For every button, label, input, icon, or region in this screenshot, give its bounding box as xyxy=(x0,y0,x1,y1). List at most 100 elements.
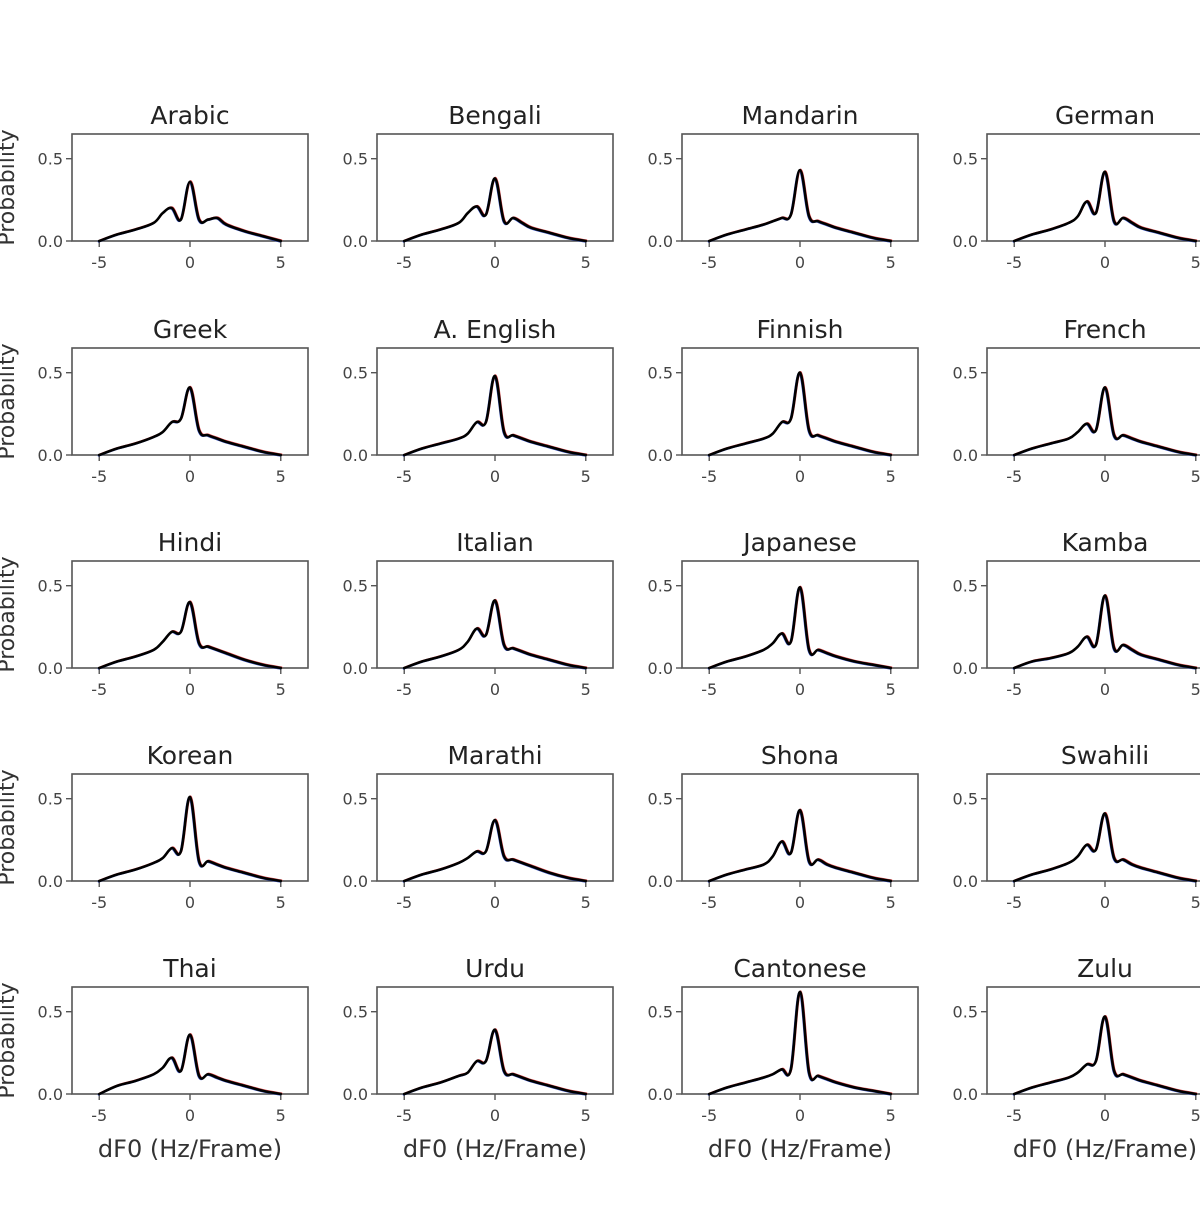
x-tick-label: -5 xyxy=(91,467,107,486)
series-line-german-2 xyxy=(1013,170,1198,242)
panel-frame-kamba xyxy=(986,560,1200,669)
x-tick-label: 0 xyxy=(1100,680,1110,699)
y-tick-label: 0.0 xyxy=(38,232,63,251)
series-line-japanese-1 xyxy=(708,586,892,669)
series-line-swahili-2 xyxy=(1013,811,1198,882)
series-line-a-english-2 xyxy=(403,374,588,456)
x-tick-label: 5 xyxy=(1191,893,1200,912)
series-line-hindi-3 xyxy=(97,600,283,670)
panel-title-korean: Korean xyxy=(147,741,234,770)
x-tick-label: 5 xyxy=(581,680,591,699)
x-tick-label: 5 xyxy=(1191,253,1200,272)
x-tick-label: 0 xyxy=(795,680,805,699)
x-tick-label: 5 xyxy=(581,1106,591,1125)
series-line-finnish-0 xyxy=(707,372,892,457)
x-axis-label: dF0 (Hz/Frame) xyxy=(708,1135,892,1163)
panel-frame-cantonese xyxy=(681,986,919,1095)
series-line-a-english-0 xyxy=(402,375,587,457)
x-tick-label: 0 xyxy=(185,893,195,912)
series-line-mandarin-2 xyxy=(708,168,893,242)
x-axis-label: dF0 (Hz/Frame) xyxy=(98,1135,282,1163)
y-tick-label: 0.5 xyxy=(343,577,368,596)
series-line-zulu-1 xyxy=(1013,1015,1197,1095)
panel-frame-french xyxy=(986,347,1200,456)
panel-title-mandarin: Mandarin xyxy=(742,101,859,130)
x-tick-label: 0 xyxy=(185,253,195,272)
series-line-bengali-3 xyxy=(402,177,588,243)
y-tick-label: 0.0 xyxy=(38,872,63,891)
panel-title-kamba: Kamba xyxy=(1062,528,1149,557)
panel-title-bengali: Bengali xyxy=(448,101,541,130)
x-tick-label: 5 xyxy=(581,893,591,912)
x-tick-label: -5 xyxy=(701,1106,717,1125)
series-line-korean-2 xyxy=(98,795,283,882)
series-line-zulu-0 xyxy=(1012,1016,1197,1096)
series-line-italian-3 xyxy=(402,599,588,670)
series-line-marathi-3 xyxy=(402,818,588,883)
series-line-german-3 xyxy=(1012,170,1198,243)
y-axis-label: Probability xyxy=(0,343,20,459)
x-tick-label: 5 xyxy=(276,893,286,912)
y-axis-label: Probability xyxy=(0,556,20,672)
series-line-swahili-3 xyxy=(1012,812,1198,883)
x-tick-label: -5 xyxy=(1006,893,1022,912)
panel-frame-a-english xyxy=(376,347,614,456)
series-line-cantonese-3 xyxy=(707,990,893,1096)
x-tick-label: 5 xyxy=(1191,467,1200,486)
x-tick-label: 0 xyxy=(795,253,805,272)
panel-frame-urdu xyxy=(376,986,614,1095)
panel-title-cantonese: Cantonese xyxy=(733,954,866,983)
panel-frame-shona xyxy=(681,773,919,882)
x-tick-label: 0 xyxy=(490,1106,500,1125)
x-tick-label: -5 xyxy=(701,893,717,912)
x-axis-label: dF0 (Hz/Frame) xyxy=(1013,1135,1197,1163)
panel-title-arabic: Arabic xyxy=(150,101,229,130)
panel-title-greek: Greek xyxy=(153,315,228,344)
y-axis-label: Probability xyxy=(0,129,20,245)
y-tick-label: 0.5 xyxy=(953,790,978,809)
y-tick-label: 0.0 xyxy=(953,1085,978,1104)
x-tick-label: 5 xyxy=(276,253,286,272)
x-tick-label: -5 xyxy=(396,893,412,912)
panel-frame-finnish xyxy=(681,347,919,456)
x-tick-label: 5 xyxy=(276,1106,286,1125)
y-tick-label: 0.5 xyxy=(953,364,978,383)
panel-title-finnish: Finnish xyxy=(756,315,843,344)
y-tick-label: 0.0 xyxy=(343,232,368,251)
panel-frame-zulu xyxy=(986,986,1200,1095)
x-tick-label: 0 xyxy=(1100,467,1110,486)
series-line-finnish-1 xyxy=(708,371,892,456)
y-tick-label: 0.5 xyxy=(648,150,673,169)
y-tick-label: 0.0 xyxy=(343,659,368,678)
x-tick-label: 0 xyxy=(795,467,805,486)
series-line-kamba-1 xyxy=(1013,594,1197,669)
y-tick-label: 0.5 xyxy=(953,1003,978,1022)
y-tick-label: 0.0 xyxy=(343,446,368,465)
series-line-cantonese-2 xyxy=(708,990,893,1095)
panel-title-thai: Thai xyxy=(162,954,216,983)
panel-frame-japanese xyxy=(681,560,919,669)
x-tick-label: 0 xyxy=(1100,893,1110,912)
x-tick-label: 5 xyxy=(886,467,896,486)
panel-title-shona: Shona xyxy=(761,741,839,770)
y-tick-label: 0.5 xyxy=(38,150,63,169)
x-tick-label: 5 xyxy=(1191,680,1200,699)
y-tick-label: 0.5 xyxy=(38,790,63,809)
y-tick-label: 0.0 xyxy=(38,1085,63,1104)
panel-title-hindi: Hindi xyxy=(158,528,222,557)
series-line-shona-2 xyxy=(708,808,893,882)
series-line-french-2 xyxy=(1013,385,1198,456)
x-tick-label: 5 xyxy=(886,893,896,912)
x-tick-label: -5 xyxy=(1006,680,1022,699)
series-line-greek-3 xyxy=(97,386,283,457)
series-line-a-english-3 xyxy=(402,374,588,457)
series-line-kamba-0 xyxy=(1012,595,1197,670)
x-tick-label: -5 xyxy=(1006,467,1022,486)
y-tick-label: 0.5 xyxy=(648,577,673,596)
panel-frame-arabic xyxy=(71,133,309,242)
series-line-cantonese-1 xyxy=(708,990,892,1095)
y-tick-label: 0.5 xyxy=(648,790,673,809)
y-tick-label: 0.5 xyxy=(343,150,368,169)
series-line-korean-3 xyxy=(97,795,283,883)
